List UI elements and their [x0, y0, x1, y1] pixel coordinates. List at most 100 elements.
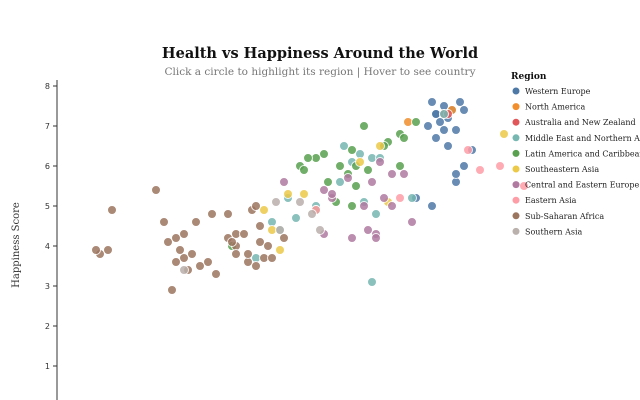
legend-item[interactable]: Central and Eastern Europe [512, 181, 640, 190]
data-point[interactable] [191, 217, 201, 227]
data-point[interactable] [291, 213, 301, 223]
legend-item[interactable]: Southeastern Asia [512, 165, 600, 174]
data-point[interactable] [163, 237, 173, 247]
data-point[interactable] [211, 269, 221, 279]
legend-item[interactable]: Sub-Saharan Africa [512, 212, 605, 221]
data-point[interactable] [299, 189, 309, 199]
data-point[interactable] [359, 201, 369, 211]
data-point[interactable] [427, 201, 437, 211]
data-point[interactable] [259, 205, 269, 215]
data-point[interactable] [395, 193, 405, 203]
data-point[interactable] [239, 229, 249, 239]
data-point[interactable] [91, 245, 101, 255]
data-point[interactable] [455, 97, 465, 107]
data-point[interactable] [443, 141, 453, 151]
data-point[interactable] [271, 197, 281, 207]
data-point[interactable] [399, 169, 409, 179]
data-point[interactable] [207, 209, 217, 219]
data-point[interactable] [275, 245, 285, 255]
data-point[interactable] [267, 253, 277, 263]
data-point[interactable] [387, 201, 397, 211]
data-point[interactable] [499, 129, 509, 139]
data-point[interactable] [375, 141, 385, 151]
data-point[interactable] [459, 105, 469, 115]
data-point[interactable] [279, 177, 289, 187]
data-point[interactable] [399, 133, 409, 143]
data-point[interactable] [279, 233, 289, 243]
data-point[interactable] [407, 193, 417, 203]
data-point[interactable] [275, 225, 285, 235]
data-point[interactable] [335, 177, 345, 187]
data-point[interactable] [367, 177, 377, 187]
data-point[interactable] [159, 217, 169, 227]
legend-item[interactable]: Eastern Asia [512, 196, 577, 205]
data-point[interactable] [255, 221, 265, 231]
data-point[interactable] [347, 233, 357, 243]
data-point[interactable] [375, 157, 385, 167]
data-point[interactable] [171, 233, 181, 243]
data-point[interactable] [179, 229, 189, 239]
data-point[interactable] [451, 125, 461, 135]
data-point[interactable] [315, 225, 325, 235]
data-point[interactable] [231, 249, 241, 259]
legend-item[interactable]: Middle East and Northern Africa [512, 134, 640, 143]
data-point[interactable] [243, 249, 253, 259]
legend-item[interactable]: North America [512, 103, 586, 112]
data-point[interactable] [303, 153, 313, 163]
data-point[interactable] [295, 197, 305, 207]
data-point[interactable] [263, 241, 273, 251]
data-point[interactable] [347, 201, 357, 211]
data-point[interactable] [463, 145, 473, 155]
data-point[interactable] [223, 209, 233, 219]
data-point[interactable] [107, 205, 117, 215]
data-point[interactable] [179, 253, 189, 263]
data-point[interactable] [251, 261, 261, 271]
data-point[interactable] [175, 245, 185, 255]
data-point[interactable] [339, 141, 349, 151]
data-point[interactable] [451, 169, 461, 179]
data-point[interactable] [347, 145, 357, 155]
data-point[interactable] [195, 261, 205, 271]
data-point[interactable] [319, 185, 329, 195]
data-point[interactable] [367, 277, 377, 287]
data-point[interactable] [387, 169, 397, 179]
data-point[interactable] [359, 121, 369, 131]
data-point[interactable] [203, 257, 213, 267]
data-point[interactable] [251, 201, 261, 211]
data-point[interactable] [335, 161, 345, 171]
data-point[interactable] [395, 161, 405, 171]
data-point[interactable] [343, 173, 353, 183]
data-point[interactable] [323, 177, 333, 187]
data-point[interactable] [171, 257, 181, 267]
data-point[interactable] [435, 117, 445, 127]
data-point[interactable] [227, 237, 237, 247]
data-point[interactable] [371, 209, 381, 219]
data-point[interactable] [103, 245, 113, 255]
data-point[interactable] [411, 117, 421, 127]
data-point[interactable] [187, 249, 197, 259]
data-point[interactable] [495, 161, 505, 171]
data-point[interactable] [431, 133, 441, 143]
data-point[interactable] [363, 225, 373, 235]
data-point[interactable] [283, 189, 293, 199]
data-point[interactable] [351, 181, 361, 191]
data-point[interactable] [151, 185, 161, 195]
data-point[interactable] [427, 97, 437, 107]
data-point[interactable] [363, 165, 373, 175]
data-point[interactable] [167, 285, 177, 295]
legend-item[interactable]: Australia and New Zealand [512, 118, 636, 127]
data-point[interactable] [475, 165, 485, 175]
data-point[interactable] [179, 265, 189, 275]
data-point[interactable] [459, 161, 469, 171]
data-point[interactable] [319, 149, 329, 159]
data-point[interactable] [355, 157, 365, 167]
data-point[interactable] [439, 125, 449, 135]
legend-item[interactable]: Southern Asia [512, 227, 583, 236]
data-point[interactable] [255, 237, 265, 247]
data-point[interactable] [439, 109, 449, 119]
legend-item[interactable]: Latin America and Caribbean [512, 149, 640, 158]
data-point[interactable] [307, 209, 317, 219]
data-point[interactable] [407, 217, 417, 227]
data-point[interactable] [519, 181, 529, 191]
data-point[interactable] [327, 189, 337, 199]
